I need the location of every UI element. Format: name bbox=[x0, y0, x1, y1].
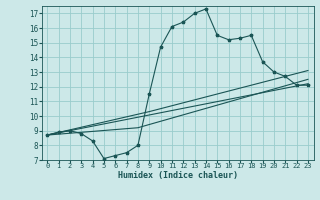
X-axis label: Humidex (Indice chaleur): Humidex (Indice chaleur) bbox=[118, 171, 237, 180]
